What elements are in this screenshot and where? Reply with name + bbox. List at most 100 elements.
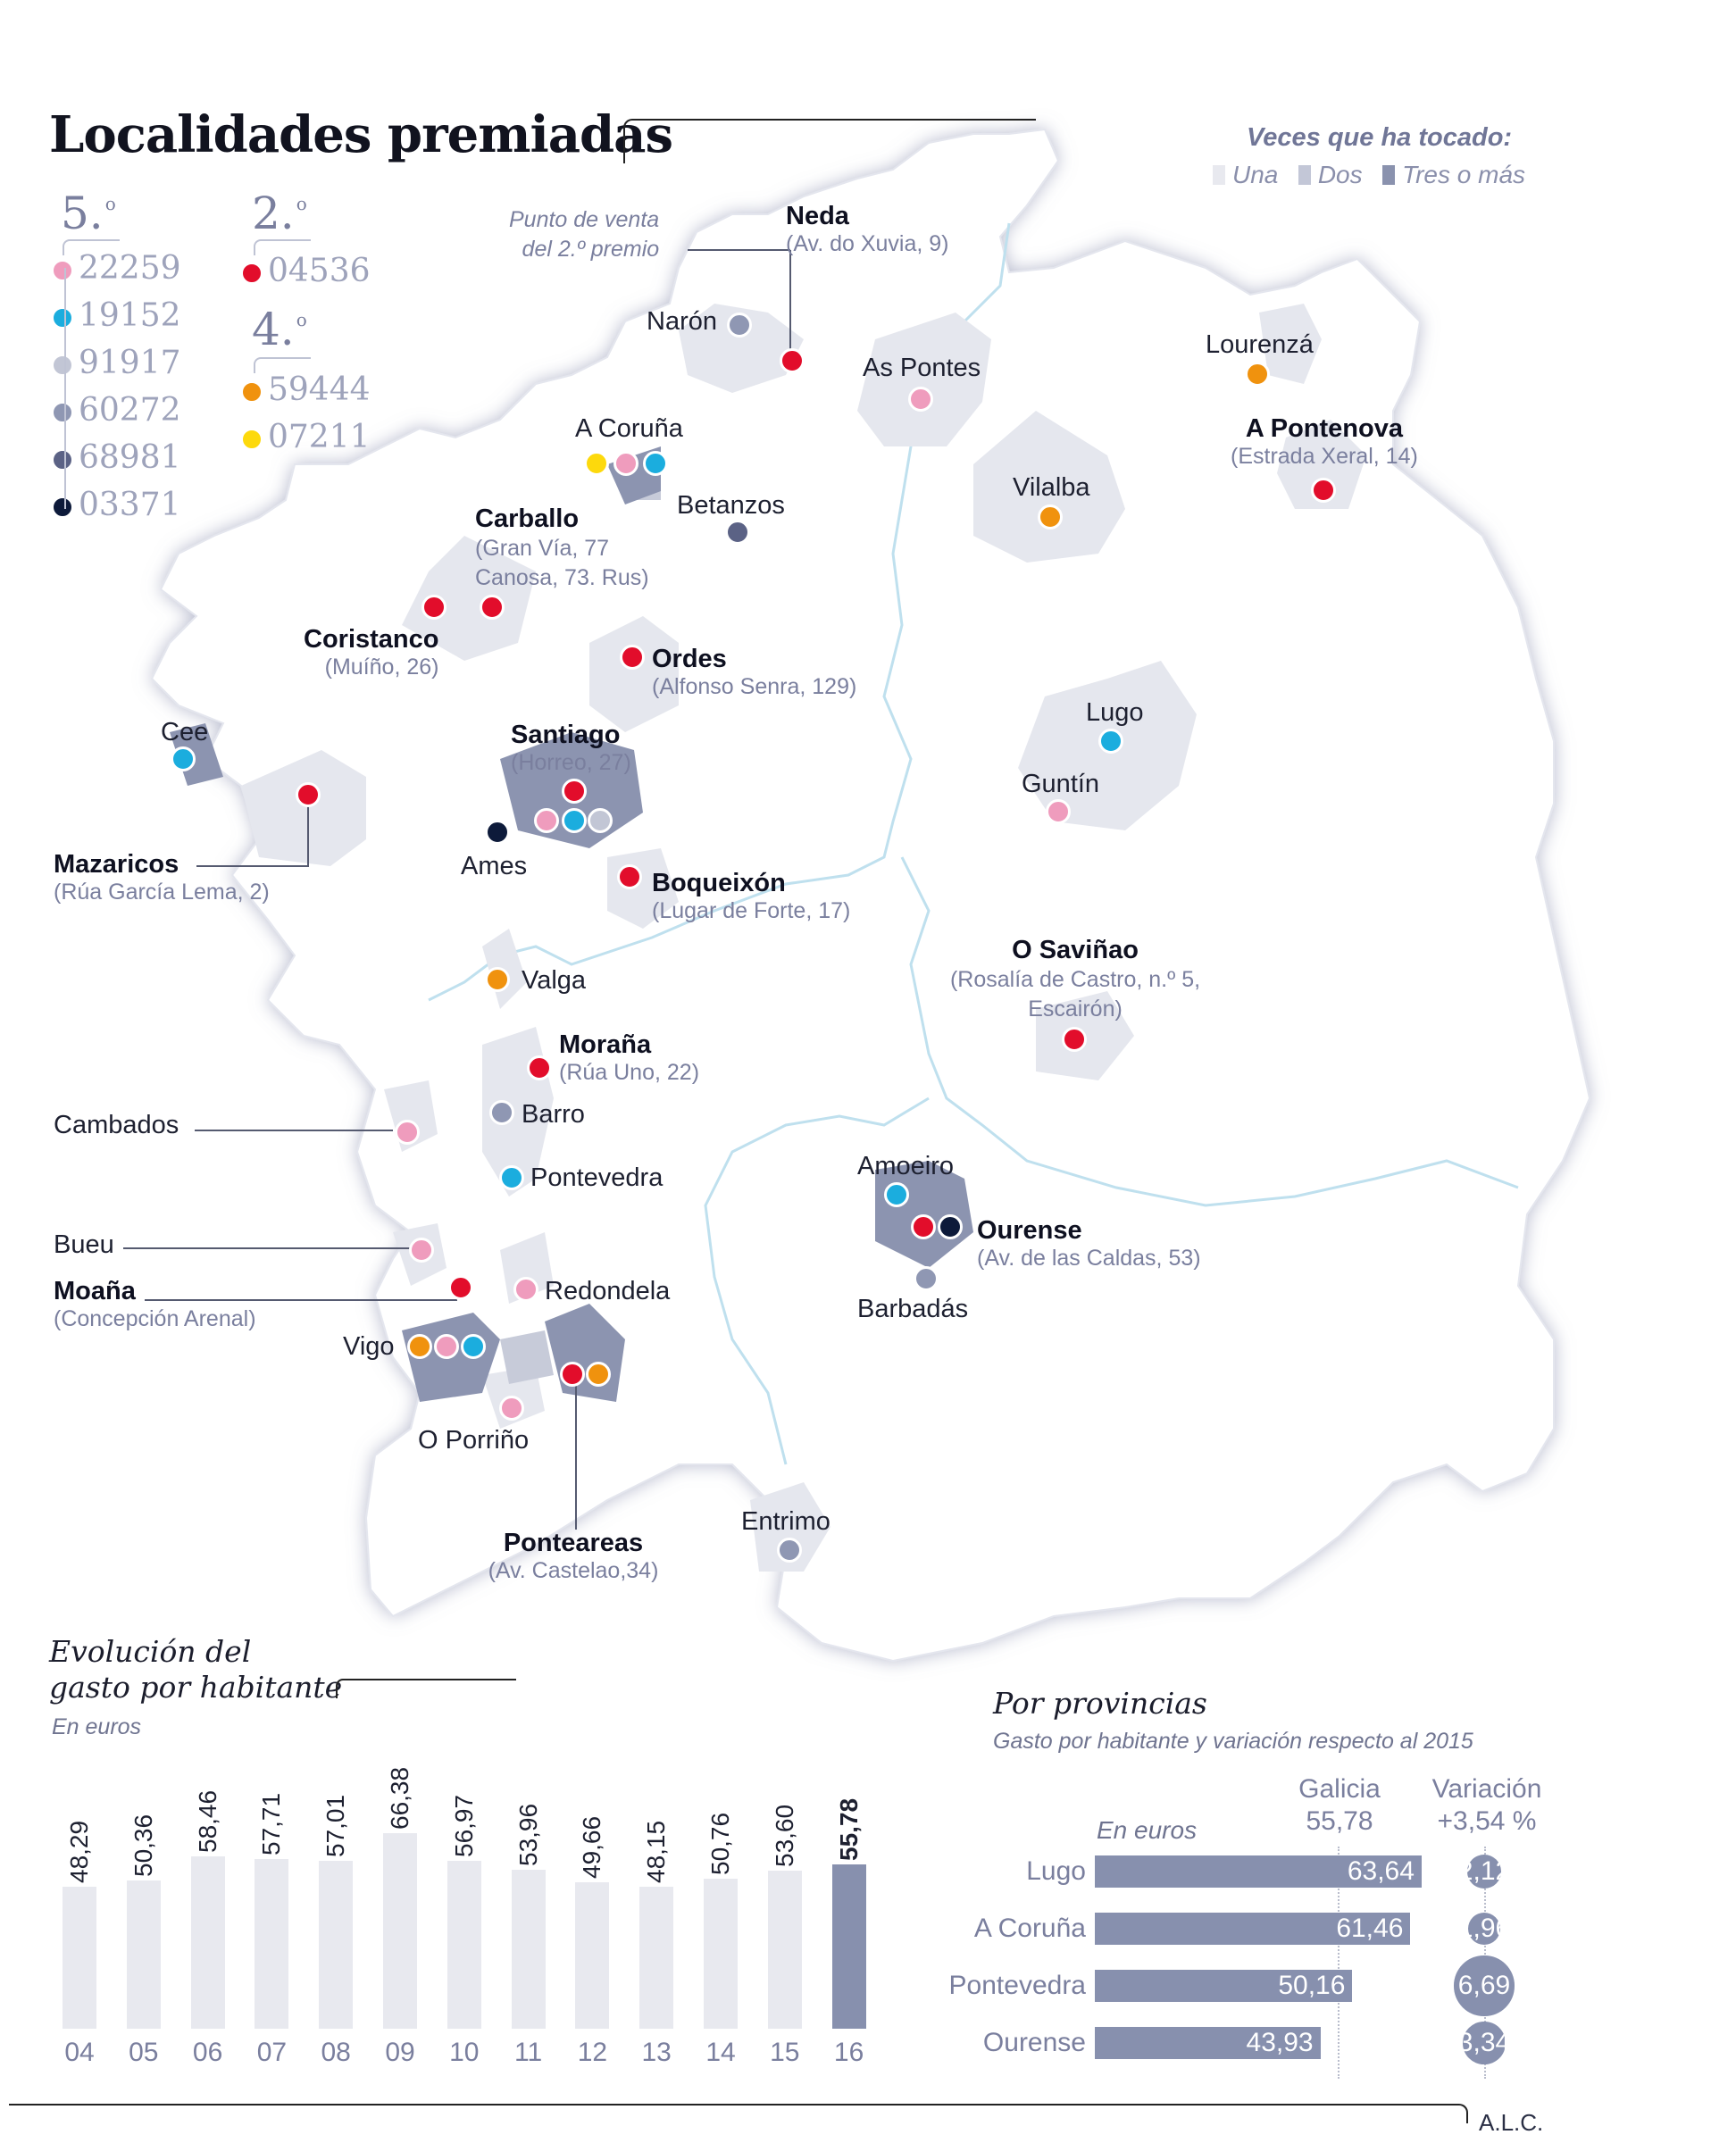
prize-number: 19152	[52, 297, 181, 345]
second-prize-note: Punto de venta del 2.º premio	[509, 207, 660, 262]
place-vigo: Vigo	[343, 1332, 395, 1361]
place-bueu: Bueu	[54, 1230, 114, 1259]
variation-reference-line	[1484, 1847, 1486, 2079]
marker-pink	[534, 808, 559, 833]
variation-label: Variación +3,54 %	[1431, 1774, 1542, 1836]
prize-number: 68981	[52, 439, 181, 487]
place-ames: Ames	[461, 852, 528, 880]
marker-orange	[1245, 362, 1270, 387]
marker-blue	[884, 1182, 909, 1207]
place-guntin: Guntín	[1022, 770, 1100, 798]
marker-gray	[489, 1100, 514, 1125]
marker-red	[296, 782, 321, 807]
marker-pink	[499, 1396, 524, 1421]
marker-red	[421, 595, 447, 620]
provinces-subtitle: Gasto por habitante y variación respecto…	[993, 1729, 1473, 1754]
place-neda: Neda (Av. do Xuvia, 9)	[786, 202, 949, 256]
place-valga: Valga	[522, 966, 587, 995]
marker-blue	[643, 451, 668, 476]
evolution-bracket	[336, 1679, 516, 1698]
place-lugo: Lugo	[1086, 698, 1144, 727]
footer-rule	[9, 2104, 1468, 2123]
marker-blue	[171, 746, 196, 771]
place-betanzos: Betanzos	[677, 491, 785, 520]
prize-number: 03371	[52, 487, 181, 534]
marker-navy	[485, 820, 510, 845]
place-ordes: Ordes (Alfonso Senra, 129)	[652, 645, 857, 699]
marker-orange	[407, 1334, 432, 1359]
prize-number: 59444	[241, 371, 371, 419]
place-as-pontes: As Pontes	[863, 354, 981, 382]
marker-red	[527, 1055, 552, 1080]
evolution-title: Evolución del gasto por habitante	[49, 1634, 343, 1705]
prize-second-bracket	[254, 239, 311, 255]
prize-second-heading: 2. o	[252, 188, 307, 239]
evolution-subtitle: En euros	[52, 1714, 142, 1739]
place-naron: Narón	[647, 307, 717, 336]
place-a-coruna: A Coruña	[575, 414, 683, 443]
marker-red	[1311, 478, 1336, 503]
galicia-reference-line	[1338, 1847, 1340, 2079]
marker-pink	[434, 1334, 459, 1359]
place-ponteareas: Ponteareas (Av. Castelao,34)	[488, 1529, 659, 1583]
place-morana: Moraña (Rúa Uno, 22)	[559, 1030, 700, 1085]
place-entrimo: Entrimo	[741, 1507, 830, 1536]
legend-title: Veces que ha tocado:	[1247, 123, 1513, 152]
place-moana: Moaña (Concepción Arenal)	[54, 1277, 256, 1331]
marker-red	[562, 779, 587, 804]
page-title: Localidades premiadas	[49, 105, 673, 164]
prize-fifth-heading: 5. o	[61, 188, 116, 239]
marker-pink	[409, 1238, 434, 1263]
marker-red	[560, 1362, 585, 1387]
marker-gray	[777, 1538, 802, 1563]
legend-item-una: Una	[1213, 161, 1278, 188]
provinces-unit: En euros	[1097, 1816, 1198, 1844]
marker-blue	[461, 1334, 486, 1359]
place-coristanco: Coristanco (Muíño, 26)	[304, 625, 439, 680]
marker-blue	[562, 808, 587, 833]
marker-pink	[395, 1120, 420, 1145]
prize-number: 07211	[241, 419, 371, 466]
marker-pink	[908, 387, 933, 412]
marker-pink	[513, 1277, 538, 1302]
marker-slate	[725, 520, 750, 545]
place-cambados: Cambados	[54, 1111, 179, 1139]
marker-blue	[1098, 729, 1123, 754]
place-mazaricos: Mazaricos (Rúa García Lema, 2)	[54, 850, 270, 905]
marker-red	[780, 348, 805, 373]
credit: A.L.C.	[1479, 2109, 1544, 2136]
marker-red	[620, 645, 645, 670]
place-pontevedra: Pontevedra	[530, 1163, 664, 1192]
place-lourenza: Lourenzá	[1206, 330, 1314, 359]
marker-pink	[613, 451, 638, 476]
prize-fourth-heading: 4. o	[252, 304, 307, 355]
marker-red	[617, 864, 642, 889]
galicia-label: Galicia 55,78	[1298, 1774, 1381, 1836]
marker-orange	[1038, 504, 1063, 529]
legend-item-tres: Tres o más	[1382, 161, 1525, 188]
legend-item-dos: Dos	[1298, 161, 1363, 188]
prize-fifth-list: 22259 19152 91917 60272 68981 03371	[52, 250, 181, 534]
place-amoeiro: Amoeiro	[857, 1152, 954, 1180]
place-a-pontenova: A Pontenova (Estrada Xeral, 14)	[1231, 414, 1418, 469]
legend-items: Una Dos Tres o más	[1213, 161, 1525, 189]
prize-number: 22259	[52, 250, 181, 297]
marker-orange	[485, 967, 510, 992]
place-carballo: Carballo (Gran Vía, 77 Canosa, 73. Rus)	[475, 504, 649, 590]
prize-number: 60272	[52, 392, 181, 439]
prize-fifth-line	[64, 268, 66, 509]
marker-red	[480, 595, 505, 620]
place-o-porrino: O Porriño	[418, 1426, 530, 1455]
place-barbadas: Barbadás	[857, 1295, 969, 1323]
marker-silver	[588, 808, 613, 833]
prize-fourth-bracket	[254, 357, 311, 373]
prize-fourth-list: 59444 07211	[241, 371, 371, 466]
marker-navy	[938, 1214, 963, 1239]
marker-orange	[586, 1362, 611, 1387]
marker-red	[911, 1214, 936, 1239]
prize-fifth-bracket	[63, 239, 120, 255]
prize-number: 91917	[52, 345, 181, 392]
title-bracket	[623, 119, 1036, 163]
place-redondela: Redondela	[545, 1277, 671, 1305]
prize-number: 04536	[241, 253, 371, 289]
